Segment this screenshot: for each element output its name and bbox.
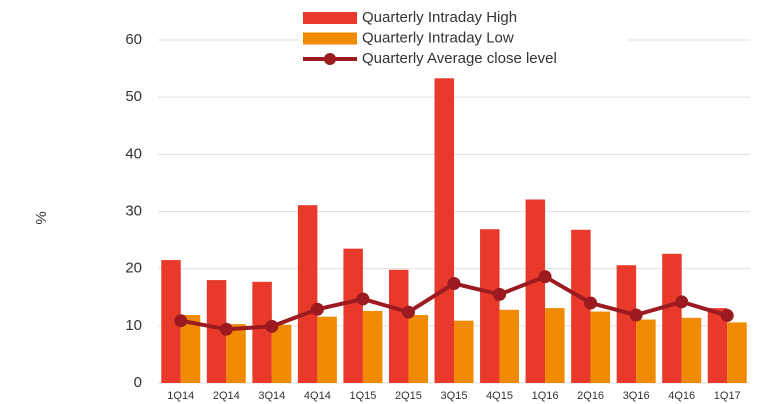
bar bbox=[662, 253, 682, 383]
line-marker bbox=[629, 308, 643, 322]
line-marker bbox=[584, 296, 598, 310]
legend-label: Quarterly Average close level bbox=[362, 50, 557, 67]
bar bbox=[681, 317, 702, 383]
legend-swatch-marker bbox=[324, 53, 336, 65]
legend-label: Quarterly Intraday Low bbox=[362, 29, 514, 46]
line-marker bbox=[310, 302, 324, 316]
bar bbox=[343, 248, 363, 383]
line-marker bbox=[720, 309, 734, 323]
bar bbox=[408, 314, 428, 383]
x-tick-label: 2Q16 bbox=[577, 390, 604, 402]
bar bbox=[499, 309, 520, 383]
line-marker bbox=[538, 270, 552, 284]
bar bbox=[161, 260, 181, 383]
line-marker bbox=[493, 287, 507, 301]
y-tick-label: 10 bbox=[125, 317, 142, 334]
x-tick-label: 3Q14 bbox=[258, 390, 285, 402]
x-tick-label: 3Q16 bbox=[623, 390, 650, 402]
bar bbox=[616, 265, 637, 383]
bar bbox=[180, 314, 201, 383]
y-tick-label: 40 bbox=[125, 145, 142, 162]
bar bbox=[388, 269, 409, 383]
y-tick-label: 50 bbox=[125, 88, 142, 105]
bar bbox=[434, 78, 454, 383]
legend-swatch bbox=[303, 12, 357, 24]
y-tick-label: 30 bbox=[125, 202, 142, 219]
legend-label: Quarterly Intraday High bbox=[362, 9, 517, 26]
bar bbox=[297, 205, 318, 383]
x-tick-label: 2Q14 bbox=[213, 390, 240, 402]
line-marker bbox=[265, 319, 279, 333]
bar bbox=[707, 308, 728, 383]
line-marker bbox=[675, 295, 689, 309]
x-tick-label: 4Q16 bbox=[668, 390, 695, 402]
line-marker bbox=[447, 277, 461, 291]
bar bbox=[636, 319, 656, 383]
bar bbox=[525, 199, 546, 383]
y-tick-label: 60 bbox=[125, 31, 142, 48]
x-tick-label: 1Q16 bbox=[532, 390, 559, 402]
x-tick-label: 1Q15 bbox=[349, 390, 376, 402]
x-tick-label: 4Q14 bbox=[304, 390, 331, 402]
bar bbox=[571, 229, 591, 383]
bar bbox=[590, 311, 611, 383]
bar bbox=[252, 281, 272, 383]
x-tick-label: 1Q14 bbox=[167, 390, 194, 402]
bar bbox=[454, 320, 474, 383]
bar bbox=[271, 324, 292, 383]
line-marker bbox=[174, 314, 188, 328]
x-tick-label: 2Q15 bbox=[395, 390, 422, 402]
x-tick-label: 3Q15 bbox=[441, 390, 468, 402]
bar bbox=[545, 308, 565, 383]
line-marker bbox=[401, 305, 415, 319]
y-axis-label: % bbox=[33, 211, 50, 224]
x-tick-label: 4Q15 bbox=[486, 390, 513, 402]
line-marker bbox=[356, 292, 370, 306]
legend-swatch bbox=[303, 32, 357, 45]
bar bbox=[226, 324, 246, 383]
bar bbox=[362, 310, 383, 383]
bar bbox=[317, 316, 337, 383]
line-marker bbox=[219, 322, 233, 336]
y-tick-label: 0 bbox=[134, 374, 142, 391]
x-tick-label: 1Q17 bbox=[714, 390, 741, 402]
bar bbox=[727, 322, 747, 383]
bar bbox=[480, 229, 500, 383]
y-tick-label: 20 bbox=[125, 260, 142, 277]
bar bbox=[206, 280, 227, 383]
